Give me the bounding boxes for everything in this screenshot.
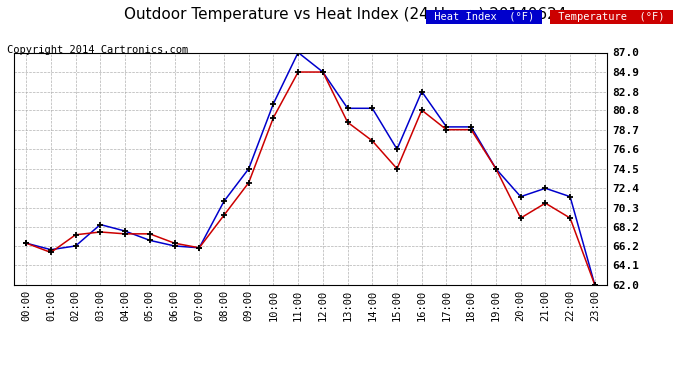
Text: Copyright 2014 Cartronics.com: Copyright 2014 Cartronics.com [7, 45, 188, 55]
Text: Heat Index  (°F): Heat Index (°F) [428, 12, 540, 22]
Text: Outdoor Temperature vs Heat Index (24 Hours) 20140624: Outdoor Temperature vs Heat Index (24 Ho… [124, 8, 566, 22]
Text: Temperature  (°F): Temperature (°F) [552, 12, 671, 22]
